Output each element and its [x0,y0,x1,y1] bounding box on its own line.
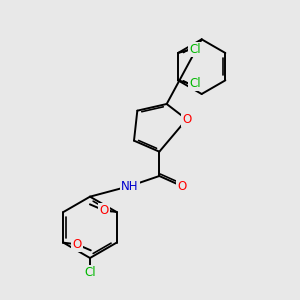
Text: O: O [177,179,186,193]
Text: Cl: Cl [190,43,201,56]
Text: NH: NH [121,179,139,193]
Text: O: O [72,238,81,251]
Text: O: O [182,113,191,126]
Text: O: O [99,204,109,217]
Text: Cl: Cl [190,77,201,90]
Text: Cl: Cl [84,266,96,280]
